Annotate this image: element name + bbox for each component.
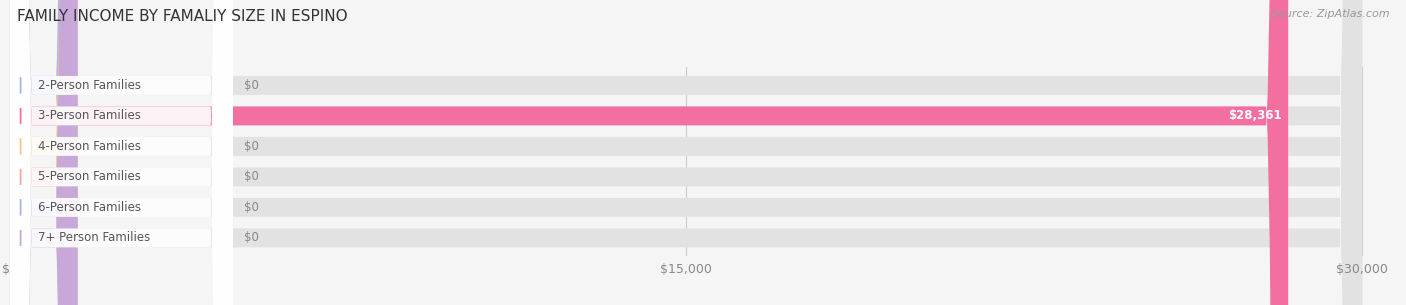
Text: 4-Person Families: 4-Person Families [38,140,141,153]
FancyBboxPatch shape [10,0,1288,305]
Text: 2-Person Families: 2-Person Families [38,79,141,92]
Text: 7+ Person Families: 7+ Person Families [38,231,150,244]
Text: FAMILY INCOME BY FAMALIY SIZE IN ESPINO: FAMILY INCOME BY FAMALIY SIZE IN ESPINO [17,9,347,24]
Text: $0: $0 [243,79,259,92]
FancyBboxPatch shape [10,0,1362,305]
FancyBboxPatch shape [10,0,1362,305]
FancyBboxPatch shape [10,0,77,305]
FancyBboxPatch shape [10,0,233,305]
Text: $0: $0 [243,201,259,214]
Text: 3-Person Families: 3-Person Families [38,109,141,122]
FancyBboxPatch shape [10,0,1362,305]
Text: 6-Person Families: 6-Person Families [38,201,141,214]
FancyBboxPatch shape [10,0,77,305]
FancyBboxPatch shape [10,0,77,305]
FancyBboxPatch shape [10,0,77,305]
FancyBboxPatch shape [10,0,1362,305]
Text: $0: $0 [243,231,259,244]
Text: $0: $0 [243,170,259,183]
FancyBboxPatch shape [10,0,233,305]
Text: $0: $0 [243,140,259,153]
FancyBboxPatch shape [10,0,233,305]
FancyBboxPatch shape [10,0,1362,305]
Text: Source: ZipAtlas.com: Source: ZipAtlas.com [1271,9,1389,19]
FancyBboxPatch shape [10,0,77,305]
FancyBboxPatch shape [10,0,233,305]
FancyBboxPatch shape [10,0,233,305]
Text: $28,361: $28,361 [1227,109,1281,122]
FancyBboxPatch shape [10,0,1362,305]
Text: 5-Person Families: 5-Person Families [38,170,141,183]
FancyBboxPatch shape [10,0,233,305]
